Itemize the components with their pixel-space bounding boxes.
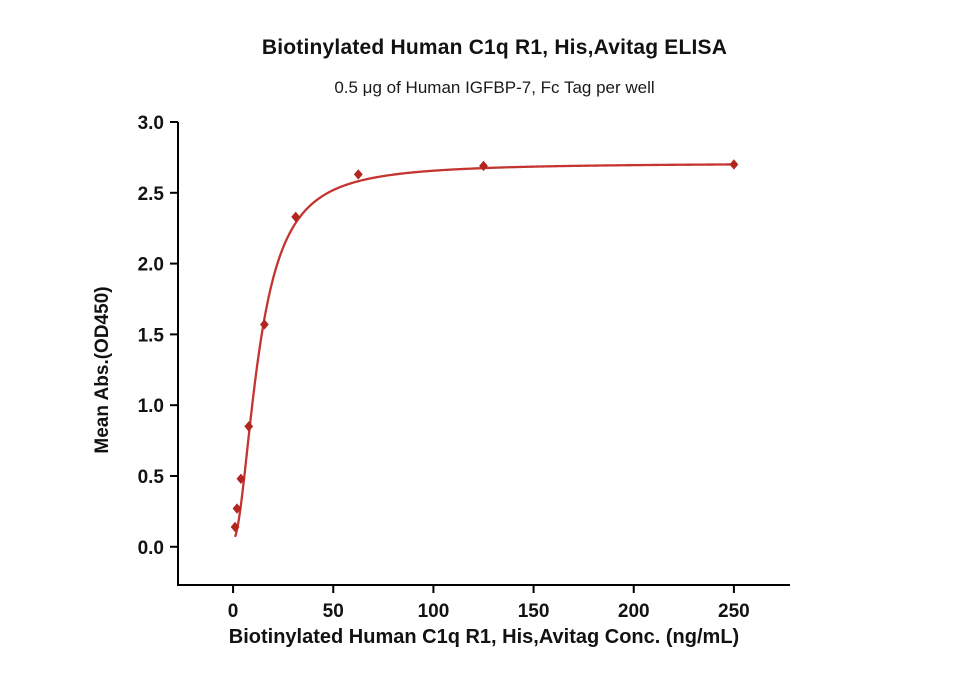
- y-tick-label: 2.0: [138, 255, 164, 276]
- x-axis-label: Biotinylated Human C1q R1, His,Avitag Co…: [228, 626, 740, 648]
- x-tick-label: 250: [718, 601, 750, 622]
- data-point: [291, 211, 301, 223]
- x-tick-label: 0: [228, 601, 239, 622]
- x-tick-label: 150: [518, 601, 550, 622]
- data-point: [353, 169, 363, 180]
- y-tick-label: 1.0: [138, 396, 164, 417]
- chart-title: Biotinylated Human C1q R1, His,Avitag EL…: [261, 36, 728, 59]
- data-point: [479, 160, 488, 172]
- data-point: [232, 503, 242, 514]
- data-point: [729, 159, 739, 170]
- y-tick-label: 2.5: [138, 184, 165, 205]
- chart-subtitle: 0.5 μg of Human IGFBP-7, Fc Tag per well: [334, 78, 655, 97]
- y-tick-label: 1.5: [138, 325, 165, 346]
- fit-curve: [233, 163, 734, 538]
- y-tick-label: 3.0: [138, 113, 164, 134]
- y-tick-label: 0.0: [138, 538, 164, 559]
- x-tick-label: 200: [618, 601, 650, 622]
- data-point: [244, 421, 254, 432]
- data-point: [236, 473, 246, 485]
- data-point: [230, 521, 240, 533]
- y-tick-label: 0.5: [138, 467, 165, 488]
- x-tick-label: 100: [418, 601, 450, 622]
- x-tick-label: 50: [323, 601, 344, 622]
- data-point: [260, 319, 269, 330]
